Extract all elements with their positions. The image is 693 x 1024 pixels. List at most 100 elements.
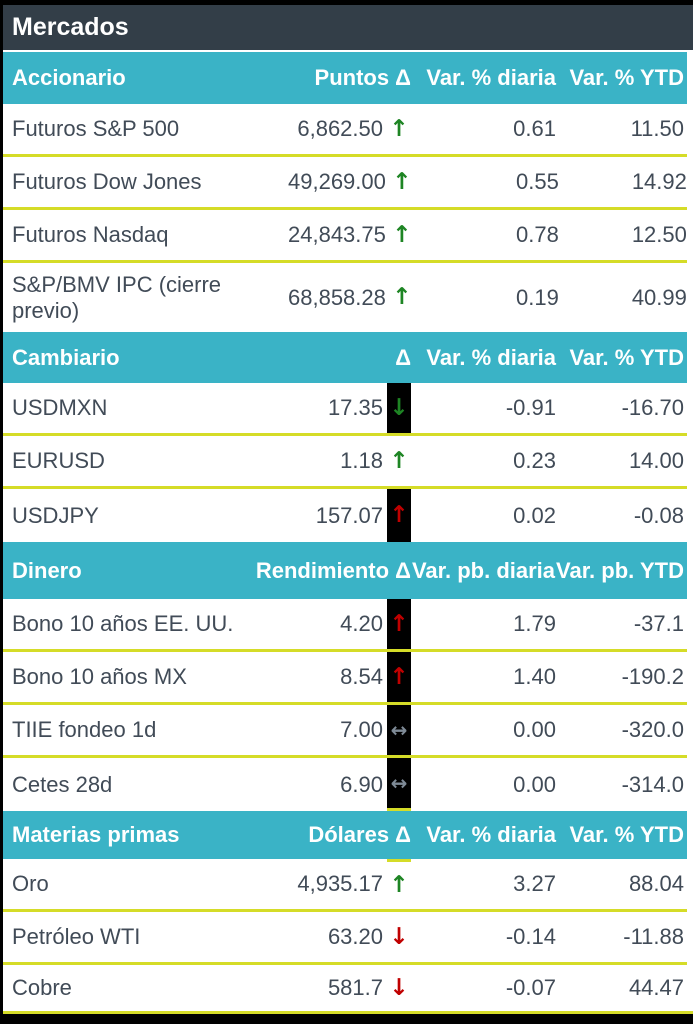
delta-cell: ↑ — [387, 104, 411, 154]
daily-change: 0.23 — [513, 448, 556, 473]
section-header-dinero: Dinero Rendimiento Δ Var. pb. diaria Var… — [3, 542, 687, 599]
table-row: TIIE fondeo 1d 7.00 ↔ 0.00 -320.0 — [3, 705, 687, 758]
page-title: Mercados — [12, 13, 129, 41]
column-header-delta: Puntos Δ — [314, 65, 411, 90]
table-row: USDJPY 157.07 ↑ 0.02 -0.08 — [3, 489, 687, 542]
ytd-change: -0.08 — [633, 502, 684, 528]
column-header-delta: Rendimiento Δ — [255, 557, 411, 583]
bottom-border — [3, 1014, 693, 1024]
flat-arrow-icon: ↔ — [390, 718, 408, 742]
down-arrow-icon: ↓ — [389, 394, 409, 421]
table-row: USDMXN 17.35 ↓ -0.91 -16.70 — [3, 383, 687, 436]
table-row: Bono 10 años MX 8.54 ↑ 1.40 -190.2 — [3, 652, 687, 705]
instrument-value: 63.20 — [327, 924, 383, 949]
column-header-delta: Δ — [395, 344, 411, 370]
ytd-change: 88.04 — [628, 871, 684, 896]
table-row: Cobre 581.7 ↓ -0.07 44.47 — [3, 965, 687, 1011]
column-header-delta: Dólares Δ — [308, 822, 411, 847]
delta-cell: ↓ — [387, 965, 411, 1011]
up-arrow-icon: ↑ — [389, 610, 409, 637]
ytd-change: -11.88 — [623, 924, 684, 949]
column-header-daily: Var. % diaria — [426, 344, 556, 370]
up-arrow-icon: ↑ — [389, 502, 409, 528]
instrument-name: EURUSD — [12, 448, 105, 474]
daily-change: 0.78 — [516, 222, 559, 247]
section-title: Accionario — [12, 65, 126, 90]
delta-cell: ↑ — [387, 859, 411, 909]
ytd-change: -314.0 — [621, 771, 684, 797]
daily-change: 0.02 — [513, 502, 556, 528]
column-header-ytd: Var. % YTD — [569, 344, 684, 370]
daily-change: 0.19 — [516, 284, 559, 310]
section-header-cambiario: Cambiario Δ Var. % diaria Var. % YTD — [3, 332, 687, 383]
instrument-name: Futuros Nasdaq — [12, 222, 169, 248]
up-arrow-icon: ↑ — [389, 115, 409, 142]
instrument-value: 68,858.28 — [288, 284, 386, 310]
table-row: S&P/BMV IPC (cierre previo) 68,858.28 ↑ … — [3, 263, 687, 332]
instrument-name: Bono 10 años EE. UU. — [12, 611, 234, 637]
daily-change: -0.14 — [505, 924, 556, 949]
instrument-name: USDJPY — [12, 502, 99, 528]
ytd-change: 40.99 — [631, 284, 687, 310]
instrument-name: Bono 10 años MX — [12, 664, 187, 690]
daily-change: -0.07 — [505, 975, 556, 1000]
table-row: Futuros S&P 500 6,862.50 ↑ 0.61 11.50 — [3, 104, 687, 157]
delta-cell-highlighted: ↔ — [387, 758, 411, 811]
instrument-name: Cetes 28d — [12, 771, 113, 797]
instrument-value: 6.90 — [340, 771, 383, 797]
section-header-accionario: Accionario Puntos Δ Var. % diaria Var. %… — [3, 52, 687, 104]
instrument-value: 4,935.17 — [297, 871, 383, 896]
section-header-materias-primas: Materias primas Dólares Δ Var. % diaria … — [3, 811, 687, 859]
up-arrow-icon: ↑ — [392, 221, 412, 248]
delta-cell: ↓ — [387, 912, 411, 962]
instrument-name: Petróleo WTI — [12, 924, 141, 950]
up-arrow-icon: ↑ — [392, 168, 412, 195]
instrument-value: 4.20 — [340, 611, 383, 636]
instrument-value: 157.07 — [315, 502, 383, 528]
ytd-change: 14.92 — [631, 169, 687, 194]
title-bar: Mercados — [3, 0, 693, 50]
column-header-ytd: Var. % YTD — [569, 65, 684, 90]
column-header-ytd: Var. % YTD — [569, 822, 684, 847]
delta-cell-highlighted: ↑ — [387, 489, 411, 542]
divider — [3, 50, 693, 52]
delta-cell-highlighted: ↑ — [387, 599, 411, 649]
column-header-ytd: Var. pb. YTD — [556, 557, 684, 583]
section-title: Materias primas — [12, 822, 180, 847]
column-header-daily: Var. % diaria — [426, 822, 556, 847]
column-header-daily: Var. % diaria — [426, 65, 556, 90]
ytd-change: 14.00 — [628, 448, 684, 473]
table-row: Futuros Nasdaq 24,843.75 ↑ 0.78 12.50 — [3, 210, 687, 263]
ytd-change: -190.2 — [621, 664, 684, 689]
section-title: Cambiario — [12, 344, 120, 370]
delta-cell-highlighted: ↓ — [387, 383, 411, 433]
daily-change: 1.79 — [513, 611, 556, 636]
delta-cell-highlighted: ↑ — [387, 652, 411, 702]
table-row: Petróleo WTI 63.20 ↓ -0.14 -11.88 — [3, 912, 687, 965]
instrument-value: 8.54 — [340, 664, 383, 689]
ytd-change: 12.50 — [631, 222, 687, 247]
delta-cell: ↑ — [390, 210, 414, 260]
instrument-value: 581.7 — [327, 975, 383, 1000]
daily-change: -0.91 — [505, 395, 556, 420]
up-arrow-icon: ↑ — [389, 663, 409, 690]
daily-change: 0.00 — [513, 717, 556, 742]
column-header-daily: Var. pb. diaria — [411, 557, 556, 583]
table-row: Bono 10 años EE. UU. 4.20 ↑ 1.79 -37.1 — [3, 599, 687, 652]
instrument-name: Cobre — [12, 975, 72, 1001]
table-row: Cetes 28d 6.90 ↔ 0.00 -314.0 — [3, 758, 687, 811]
instrument-value: 6,862.50 — [297, 116, 383, 141]
daily-change: 0.00 — [513, 771, 556, 797]
down-arrow-icon: ↓ — [389, 974, 409, 1001]
table-row: EURUSD 1.18 ↑ 0.23 14.00 — [3, 436, 687, 489]
daily-change: 0.61 — [513, 116, 556, 141]
markets-table: Accionario Puntos Δ Var. % diaria Var. %… — [3, 52, 687, 1011]
instrument-name: Oro — [12, 871, 49, 897]
bottom-separator — [3, 1011, 693, 1014]
daily-change: 1.40 — [513, 664, 556, 689]
delta-cell: ↑ — [390, 263, 414, 332]
up-arrow-icon: ↑ — [389, 872, 409, 898]
instrument-value: 24,843.75 — [288, 222, 386, 247]
delta-cell: ↑ — [387, 436, 411, 486]
